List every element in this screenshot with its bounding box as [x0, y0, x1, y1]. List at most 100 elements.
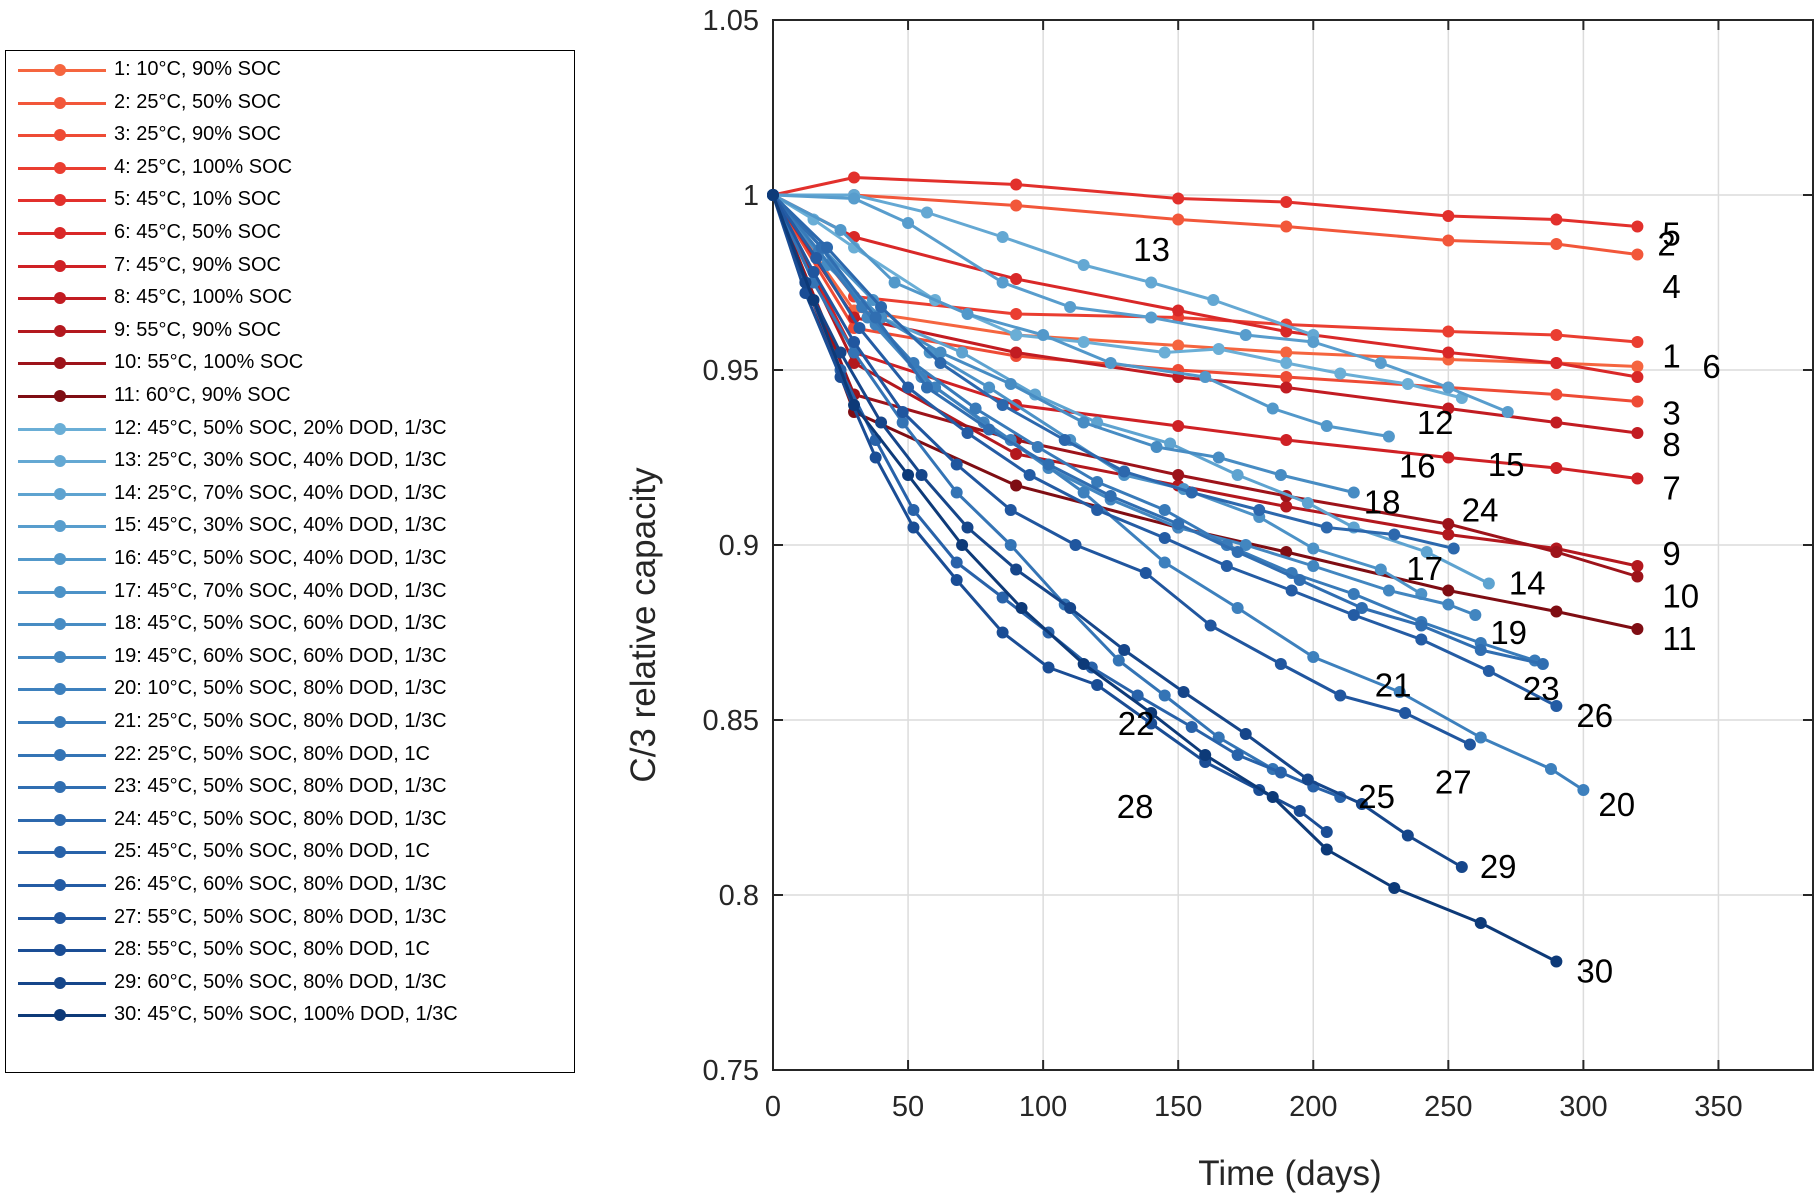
data-point: [1158, 556, 1171, 569]
data-point: [1307, 336, 1320, 348]
legend-swatch-marker: [54, 357, 66, 370]
data-point: [1104, 490, 1117, 502]
data-point: [1631, 336, 1644, 348]
data-point: [1401, 378, 1414, 390]
data-point: [950, 458, 963, 471]
legend-swatch-marker: [54, 324, 66, 337]
legend-swatch-marker: [54, 879, 66, 891]
legend-swatch-marker: [54, 292, 66, 305]
data-point: [807, 294, 820, 306]
data-point: [869, 311, 882, 324]
y-tick-label: 0.95: [703, 355, 759, 387]
data-point: [834, 346, 847, 359]
data-point: [1550, 605, 1563, 618]
data-point: [896, 406, 909, 418]
data-point: [1010, 178, 1023, 191]
data-point: [934, 357, 947, 369]
data-point: [848, 336, 861, 348]
y-tick-label: 0.85: [703, 705, 759, 737]
data-point: [1301, 497, 1314, 509]
data-point: [961, 308, 974, 320]
data-point: [1474, 644, 1487, 656]
data-point: [1442, 210, 1455, 222]
series-label-25: 25: [1358, 778, 1395, 815]
data-point: [1442, 598, 1455, 611]
x-tick-label: 300: [1559, 1091, 1607, 1123]
series-line: [772, 176, 1638, 228]
legend-item: 14: 25°C, 70% SOC, 40% DOD, 1/3C: [6, 479, 574, 511]
data-point: [1023, 469, 1036, 481]
legend-swatch-marker: [54, 520, 66, 533]
legend-swatch-marker: [54, 650, 66, 663]
legend-swatch-marker: [54, 455, 66, 468]
data-point: [1077, 658, 1090, 670]
legend-item: 28: 55°C, 50% SOC, 80% DOD, 1C: [6, 935, 574, 967]
data-point: [1482, 665, 1495, 677]
data-point: [1280, 325, 1293, 338]
legend-swatch-marker: [54, 976, 66, 989]
data-point: [1631, 371, 1644, 383]
series-label-11: 11: [1662, 620, 1696, 657]
data-point: [807, 266, 820, 278]
series-line: [771, 193, 1476, 617]
data-point: [1172, 420, 1185, 432]
data-point: [1334, 689, 1347, 702]
legend-swatch-marker: [54, 259, 66, 272]
series-layer: [767, 171, 1644, 968]
data-point: [1131, 689, 1144, 702]
legend-label: 30: 45°C, 50% SOC, 100% DOD, 1/3C: [114, 1003, 458, 1026]
data-point: [1463, 738, 1476, 751]
data-point: [1631, 623, 1644, 635]
series-15: [767, 189, 1514, 418]
data-point: [1158, 532, 1171, 544]
data-point: [1031, 441, 1044, 453]
data-point: [1355, 602, 1368, 614]
series-label-22: 22: [1118, 705, 1155, 742]
legend-label: 18: 45°C, 50% SOC, 60% DOD, 1/3C: [114, 612, 447, 635]
y-tick-label: 0.8: [719, 880, 759, 912]
data-point: [1320, 420, 1333, 432]
data-point: [1212, 343, 1225, 355]
legend-swatch-marker: [54, 422, 66, 435]
data-point: [915, 469, 928, 481]
data-point: [983, 381, 996, 394]
data-point: [1172, 192, 1185, 205]
data-point: [1069, 539, 1082, 551]
data-point: [1231, 469, 1244, 481]
data-point: [1631, 427, 1644, 439]
legend-label: 12: 45°C, 50% SOC, 20% DOD, 1/3C: [114, 416, 447, 439]
legend-swatch-marker: [54, 813, 66, 826]
data-point: [1158, 689, 1171, 702]
legend-item: 4: 25°C, 100% SOC: [6, 153, 574, 185]
data-point: [1145, 311, 1158, 324]
data-point: [1501, 406, 1514, 418]
legend-swatch-marker: [54, 194, 66, 207]
data-point: [1010, 273, 1023, 285]
data-point: [1077, 486, 1090, 499]
legend-label: 6: 45°C, 50% SOC: [114, 221, 281, 243]
legend-item: 24: 45°C, 50% SOC, 80% DOD, 1/3C: [6, 805, 574, 837]
data-point: [1307, 651, 1320, 663]
data-point: [1145, 276, 1158, 289]
legend-swatch-marker: [54, 781, 66, 794]
data-point: [961, 521, 974, 534]
data-point: [1382, 430, 1395, 443]
data-point: [1058, 434, 1071, 446]
data-point: [1091, 476, 1104, 488]
data-point: [996, 626, 1009, 639]
series-8: [767, 189, 1644, 439]
series-line: [771, 193, 1544, 666]
data-point: [1010, 448, 1023, 460]
data-point: [1280, 357, 1293, 369]
legend-label: 27: 55°C, 50% SOC, 80% DOD, 1/3C: [114, 905, 447, 928]
data-point: [1280, 381, 1293, 394]
series-line: [773, 193, 1638, 256]
legend-item: 3: 25°C, 90% SOC: [6, 120, 574, 152]
series-label-20: 20: [1598, 786, 1635, 823]
data-point: [848, 192, 861, 205]
series-label-10: 10: [1662, 578, 1699, 615]
series-line: [773, 193, 1314, 337]
series-labels: 1234567891011121314151617181920212223242…: [1117, 216, 1721, 990]
data-point: [1442, 346, 1455, 359]
legend-label: 2: 25°C, 50% SOC: [114, 90, 281, 113]
